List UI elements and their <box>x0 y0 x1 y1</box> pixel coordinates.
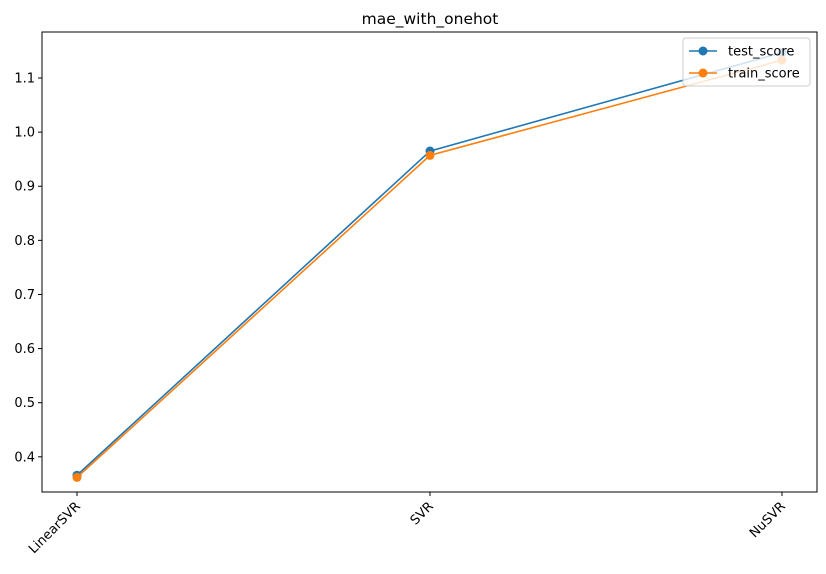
data-point-train_score <box>425 150 435 160</box>
y-tick-label: 0.4 <box>14 450 35 465</box>
y-tick-label: 0.8 <box>14 234 35 249</box>
legend-marker-test_score <box>698 46 708 56</box>
chart-title: mae_with_onehot <box>362 10 499 29</box>
plot-area <box>41 31 818 493</box>
y-tick-label: 0.6 <box>14 342 35 357</box>
y-tick-label: 1.0 <box>14 126 35 141</box>
data-point-train_score <box>72 472 82 482</box>
y-tick-label: 0.7 <box>14 288 35 303</box>
legend-box <box>682 37 811 87</box>
legend-marker-train_score <box>698 68 708 78</box>
y-tick-label: 1.1 <box>14 72 35 87</box>
plot-frame <box>41 31 818 493</box>
legend-label-test_score: test_score <box>728 45 794 60</box>
legend: test_score train_score <box>682 37 811 87</box>
legend-label-train_score: train_score <box>728 67 800 82</box>
y-tick-label: 0.5 <box>14 396 35 411</box>
y-tick-label: 0.9 <box>14 180 35 195</box>
